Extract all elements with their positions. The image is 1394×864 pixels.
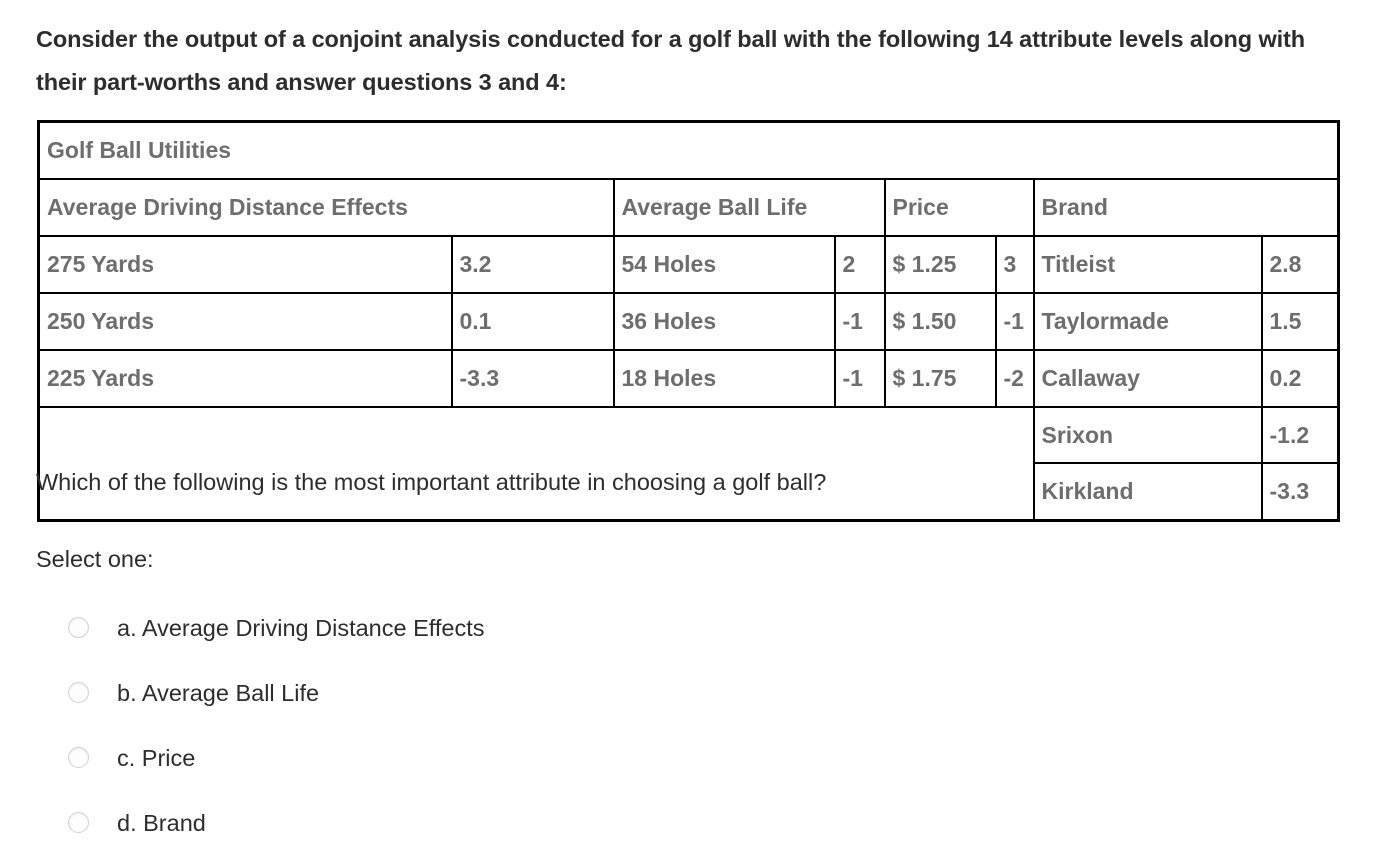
- table-row: 250 Yards 0.1 36 Holes -1 $ 1.50 -1 Tayl…: [37, 292, 1340, 351]
- price-level: $ 1.25: [883, 235, 997, 294]
- distance-value: 0.1: [450, 292, 615, 351]
- brand-value: 2.8: [1260, 235, 1340, 294]
- table-caption-row: Golf Ball Utilities: [37, 120, 1340, 180]
- price-value: -1: [994, 292, 1035, 351]
- distance-level: 250 Yards: [37, 292, 453, 351]
- option-b[interactable]: b. Average Ball Life: [68, 660, 1168, 725]
- distance-value: 3.2: [450, 235, 615, 294]
- ball-life-value: -1: [833, 292, 886, 351]
- brand-level: Srixon: [1032, 405, 1263, 465]
- option-d[interactable]: d. Brand: [68, 790, 1168, 855]
- price-value: -2: [994, 349, 1035, 408]
- radio-button-c[interactable]: [68, 747, 89, 768]
- table-row-brand-only: Srixon -1.2: [37, 405, 1340, 522]
- brand-level: Taylormade: [1032, 292, 1263, 351]
- distance-value: -3.3: [450, 349, 615, 408]
- distance-level: 225 Yards: [37, 349, 453, 408]
- ball-life-level: 54 Holes: [612, 235, 836, 294]
- option-a-label: a. Average Driving Distance Effects: [117, 614, 485, 641]
- price-value: 3: [994, 235, 1035, 294]
- answer-options: a. Average Driving Distance Effects b. A…: [68, 595, 1168, 855]
- ball-life-value: 2: [833, 235, 886, 294]
- option-a[interactable]: a. Average Driving Distance Effects: [68, 595, 1168, 660]
- option-c[interactable]: c. Price: [68, 725, 1168, 790]
- table-header-row: Average Driving Distance Effects Average…: [37, 178, 1340, 237]
- brand-value: 1.5: [1260, 292, 1340, 351]
- brand-level: Titleist: [1032, 235, 1263, 294]
- ball-life-value: -1: [833, 349, 886, 408]
- header-brand: Brand: [1032, 178, 1340, 237]
- table-row: 225 Yards -3.3 18 Holes -1 $ 1.75 -2 Cal…: [37, 349, 1340, 408]
- option-b-label: b. Average Ball Life: [117, 679, 320, 706]
- table-row-brand-only: Kirkland -3.3: [39, 462, 1340, 522]
- radio-button-d[interactable]: [68, 812, 89, 833]
- option-c-label: c. Price: [117, 744, 196, 771]
- price-level: $ 1.50: [883, 292, 997, 351]
- brand-value: -3.3: [1260, 462, 1340, 522]
- option-d-label: d. Brand: [117, 809, 206, 836]
- select-one-label: Select one:: [36, 546, 154, 572]
- header-average-ball-life: Average Ball Life: [612, 178, 886, 237]
- price-level: $ 1.75: [883, 349, 997, 408]
- golf-ball-utilities-table: Golf Ball Utilities Average Driving Dist…: [37, 120, 1341, 522]
- brand-level: Kirkland: [1032, 462, 1263, 522]
- brand-level: Callaway: [1032, 349, 1263, 408]
- brand-value: -1.2: [1260, 405, 1340, 465]
- ball-life-level: 18 Holes: [612, 349, 836, 408]
- table-row: 275 Yards 3.2 54 Holes 2 $ 1.25 3 Titlei…: [37, 235, 1340, 294]
- distance-level: 275 Yards: [37, 235, 453, 294]
- radio-button-a[interactable]: [68, 617, 89, 638]
- question-text: Which of the following is the most impor…: [36, 469, 827, 495]
- empty-merged-cell: [37, 406, 1035, 522]
- question-prompt: Consider the output of a conjoint analys…: [36, 26, 1306, 95]
- header-price: Price: [883, 178, 1035, 237]
- ball-life-level: 36 Holes: [612, 292, 836, 351]
- brand-value: 0.2: [1260, 349, 1340, 408]
- radio-button-b[interactable]: [68, 682, 89, 703]
- table-caption: Golf Ball Utilities: [37, 120, 1340, 180]
- header-average-driving-distance-effects: Average Driving Distance Effects: [37, 178, 615, 237]
